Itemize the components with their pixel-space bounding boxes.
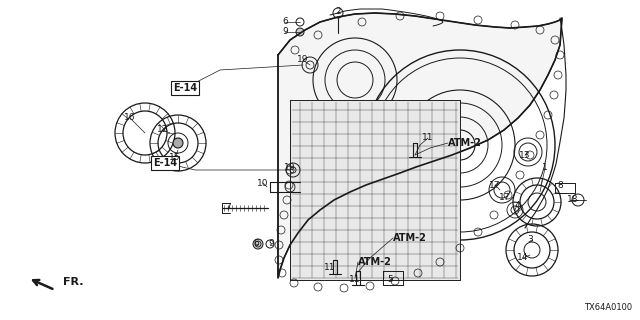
- Text: 5: 5: [387, 276, 393, 284]
- Text: TX64A0100: TX64A0100: [584, 303, 632, 312]
- Circle shape: [253, 239, 263, 249]
- Text: 11: 11: [349, 276, 361, 284]
- Text: 9: 9: [268, 239, 274, 249]
- Text: 10: 10: [257, 179, 269, 188]
- Text: 19: 19: [297, 55, 308, 65]
- Text: 11: 11: [422, 133, 434, 142]
- Text: ATM-2: ATM-2: [448, 138, 482, 148]
- Text: 3: 3: [527, 236, 533, 244]
- Circle shape: [173, 138, 183, 148]
- Text: ATM-2: ATM-2: [393, 233, 427, 243]
- Text: 7: 7: [225, 203, 231, 212]
- Text: 18: 18: [567, 196, 579, 204]
- Text: 1: 1: [542, 164, 548, 172]
- Text: 13: 13: [519, 150, 531, 159]
- Polygon shape: [290, 100, 460, 280]
- Text: 6: 6: [282, 18, 288, 27]
- Text: 17: 17: [489, 180, 500, 189]
- Text: 2: 2: [335, 7, 341, 17]
- Text: 6: 6: [253, 239, 259, 249]
- Text: 11: 11: [324, 263, 336, 273]
- Text: E-14: E-14: [153, 158, 177, 168]
- Text: ATM-2: ATM-2: [358, 257, 392, 267]
- Text: 17: 17: [499, 194, 511, 203]
- Polygon shape: [278, 13, 562, 278]
- Text: 4: 4: [514, 201, 520, 210]
- Circle shape: [296, 28, 304, 36]
- Text: 15: 15: [169, 154, 180, 163]
- Text: 14: 14: [517, 253, 529, 262]
- Text: 8: 8: [557, 180, 563, 189]
- Text: 12: 12: [157, 125, 169, 134]
- Text: 19: 19: [284, 164, 296, 172]
- Text: 9: 9: [282, 28, 288, 36]
- Text: E-14: E-14: [173, 83, 197, 93]
- Text: FR.: FR.: [63, 277, 83, 287]
- Text: 16: 16: [124, 114, 136, 123]
